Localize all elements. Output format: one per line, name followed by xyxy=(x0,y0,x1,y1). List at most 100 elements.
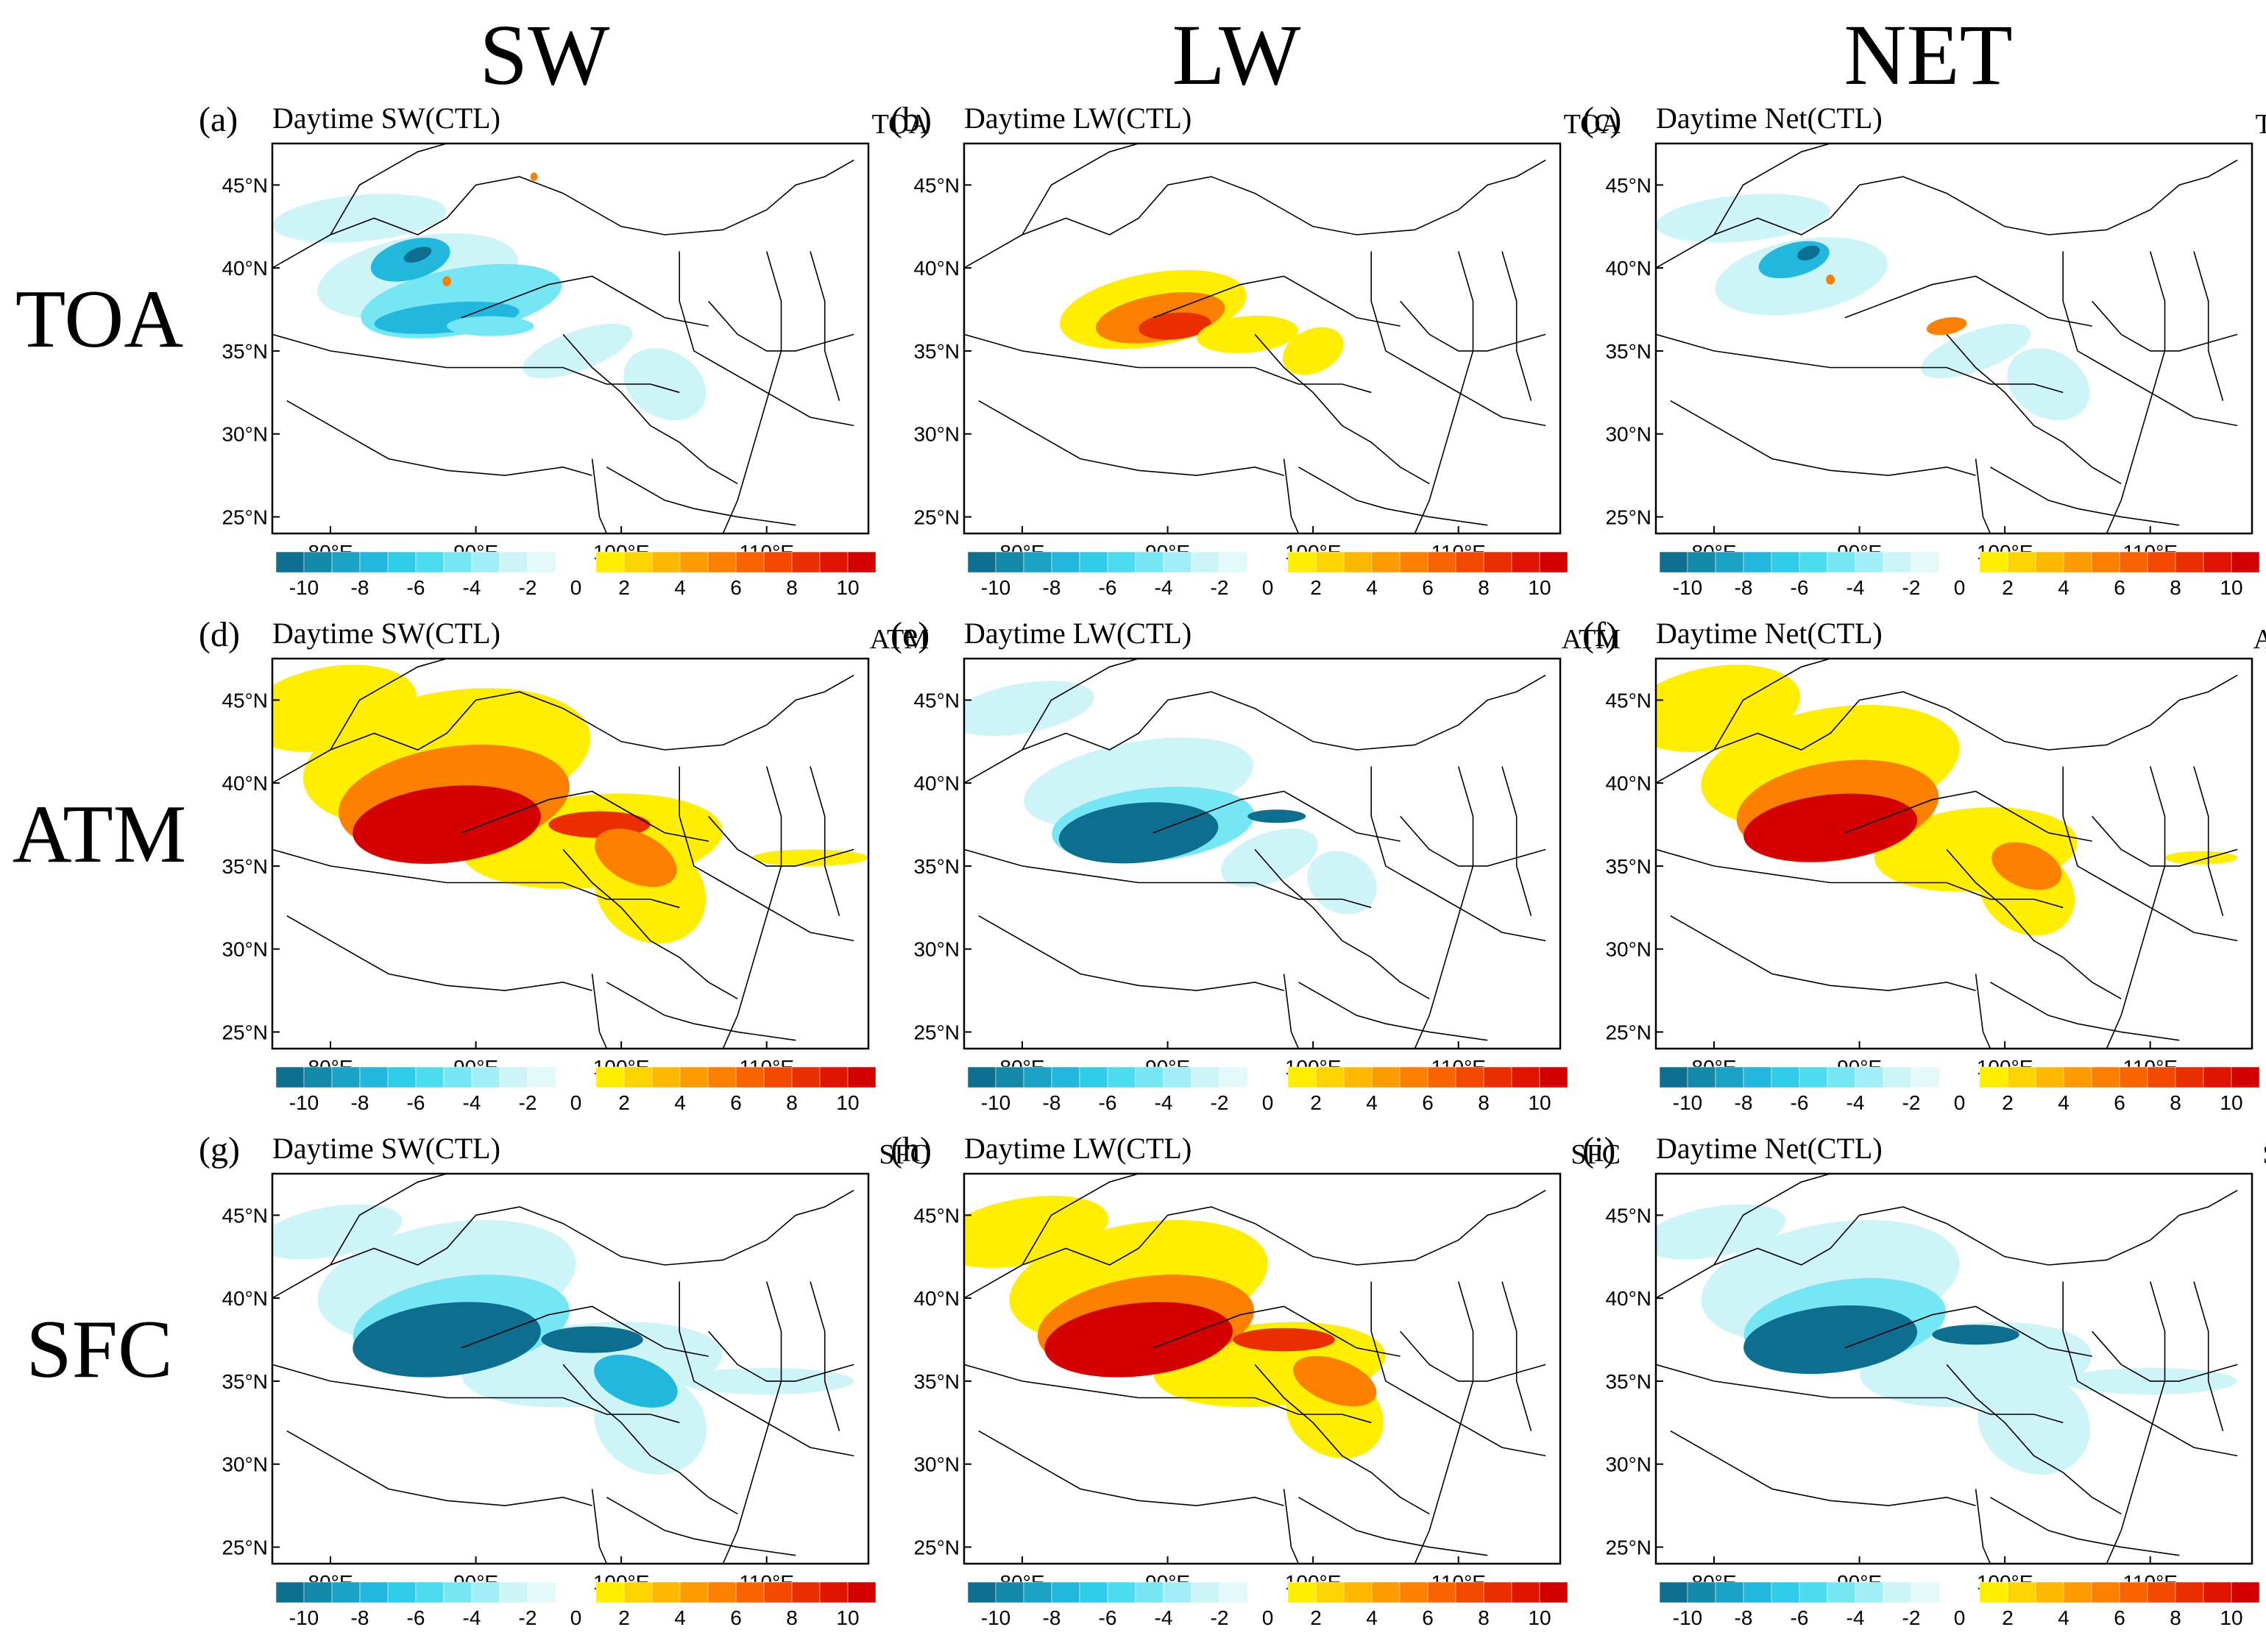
contour-region xyxy=(1991,842,2062,890)
map-frame xyxy=(1654,142,2253,535)
colorbar-cell-positive xyxy=(763,551,793,573)
lat-tick-label: 30°N xyxy=(222,938,268,961)
boundary-line xyxy=(978,915,1284,991)
colorbar-label: -10 xyxy=(289,1606,319,1629)
colorbar-cell-positive xyxy=(651,551,681,573)
shaded-field xyxy=(1656,659,2238,1049)
contour-region xyxy=(594,1354,678,1408)
colorbar-cell-negative xyxy=(1715,551,1744,573)
colorbar-cell-negative xyxy=(1163,1581,1192,1603)
boundary-line xyxy=(1990,467,2180,526)
boundary-line xyxy=(1946,333,2122,484)
colorbar-cell-negative xyxy=(1107,551,1136,573)
lat-tick-label: 25°N xyxy=(1605,1536,1651,1559)
boundary-line xyxy=(330,1189,854,1266)
panel-title: Daytime SW(CTL) xyxy=(272,1132,500,1165)
map-frame xyxy=(963,1172,1562,1565)
colorbar-cell-positive xyxy=(2231,1066,2260,1088)
colorbar-cell-positive xyxy=(2147,1581,2176,1603)
contour-region xyxy=(1307,851,1378,915)
colorbar-cell-negative xyxy=(499,551,528,573)
colorbar-label: -8 xyxy=(1043,576,1061,599)
colorbar-label: -4 xyxy=(1847,1606,1865,1629)
panel-letter: (h) xyxy=(891,1130,932,1169)
colorbar-label: -6 xyxy=(407,1606,425,1629)
colorbar-label: 2 xyxy=(618,576,630,599)
panel-title: Daytime SW(CTL) xyxy=(272,617,500,650)
colorbar-cell-negative xyxy=(1051,551,1080,573)
boundary-line xyxy=(272,1364,680,1424)
colorbar-cell-negative xyxy=(387,1066,417,1088)
boundary-line xyxy=(286,1430,592,1506)
colorbar-cell-negative xyxy=(415,1581,445,1603)
colorbar-label: -4 xyxy=(1155,1606,1173,1629)
colorbar-label: 6 xyxy=(1422,1091,1434,1114)
lat-tick-label: 45°N xyxy=(913,174,960,196)
colorbar-cell-negative xyxy=(1855,551,1884,573)
colorbar-label-zero: 0 xyxy=(1262,1091,1274,1114)
colorbar-cell-positive xyxy=(2231,551,2260,573)
boundary-line xyxy=(1975,974,1991,1049)
colorbar-label: 2 xyxy=(2002,576,2014,599)
lat-tick-label: 35°N xyxy=(913,340,960,363)
colorbar-label-zero: 0 xyxy=(1262,1606,1274,1629)
panel-letter: (b) xyxy=(891,100,932,139)
lat-tick-label: 35°N xyxy=(222,855,268,878)
colorbar-label: -4 xyxy=(1155,1091,1173,1114)
colorbar-label: 4 xyxy=(2058,1606,2070,1629)
map-panel: 45°N40°N35°N30°N25°N80°E90°E100°E110°E-1… xyxy=(891,92,1634,622)
boundary-line xyxy=(1254,848,1430,999)
lat-tick-label: 30°N xyxy=(222,423,268,446)
colorbar-cell-positive xyxy=(2175,1581,2204,1603)
colorbar-cell-negative xyxy=(415,1066,445,1088)
boundary-line xyxy=(1844,1305,2092,1357)
colorbar-cell-negative xyxy=(275,1066,305,1088)
boundary-line xyxy=(1153,790,1401,842)
map-frame xyxy=(271,142,870,535)
contour-region xyxy=(623,347,707,421)
colorbar-cell-negative xyxy=(1191,551,1220,573)
boundary-line xyxy=(272,848,680,909)
colorbar-label: 4 xyxy=(2058,1091,2070,1114)
colorbar-label: 10 xyxy=(836,1091,859,1114)
colorbar-cell-positive xyxy=(1287,1066,1317,1088)
panel-letter: (d) xyxy=(199,615,240,654)
colorbar-label: -10 xyxy=(1673,1091,1702,1114)
colorbar-cell-negative xyxy=(387,1581,417,1603)
panel-title: Daytime SW(CTL) xyxy=(272,102,500,135)
map-panel: 45°N40°N35°N30°N25°N80°E90°E100°E110°E-1… xyxy=(199,607,942,1137)
colorbar-cell-positive xyxy=(1979,1581,2008,1603)
column-title-net: NET xyxy=(1844,7,2013,103)
panel-title: Daytime Net(CTL) xyxy=(1656,1132,1883,1165)
colorbar-label: 4 xyxy=(674,1606,686,1629)
colorbar-label: -4 xyxy=(1847,1091,1865,1114)
colorbar-cell-positive xyxy=(2091,1581,2120,1603)
lat-tick-label: 45°N xyxy=(1605,174,1651,196)
colorbar-label: -6 xyxy=(1791,576,1809,599)
contour-region xyxy=(1197,315,1299,353)
panel-letter: (f) xyxy=(1582,615,1618,654)
colorbar-label: -4 xyxy=(463,1091,481,1114)
colorbar-cell-negative xyxy=(995,1581,1024,1603)
panel-title: Daytime LW(CTL) xyxy=(964,617,1192,650)
column-title-lw: LW xyxy=(1172,7,1301,103)
boundary-line xyxy=(1370,251,1546,427)
colorbar-cell-negative xyxy=(1827,551,1856,573)
colorbar-cell-positive xyxy=(595,1066,625,1088)
colorbar-cell-positive xyxy=(819,551,849,573)
colorbar-label: -8 xyxy=(351,1606,369,1629)
colorbar-label: 10 xyxy=(2220,1606,2242,1629)
boundary-line xyxy=(2062,251,2238,427)
boundary-line xyxy=(2106,1281,2166,1564)
colorbar-cell-positive xyxy=(847,1066,877,1088)
contour-region xyxy=(447,316,534,336)
lat-tick-label: 40°N xyxy=(1605,257,1651,280)
colorbar-label: -6 xyxy=(1791,1606,1809,1629)
colorbar-cell-negative xyxy=(1135,1066,1164,1088)
colorbar-cell-positive xyxy=(1427,551,1456,573)
boundary-line xyxy=(2193,251,2224,401)
boundary-line xyxy=(1844,275,2092,327)
colorbar-cell-positive xyxy=(2119,1066,2148,1088)
colorbar-cell-positive xyxy=(2063,1581,2092,1603)
colorbar-cell-negative xyxy=(1799,551,1828,573)
